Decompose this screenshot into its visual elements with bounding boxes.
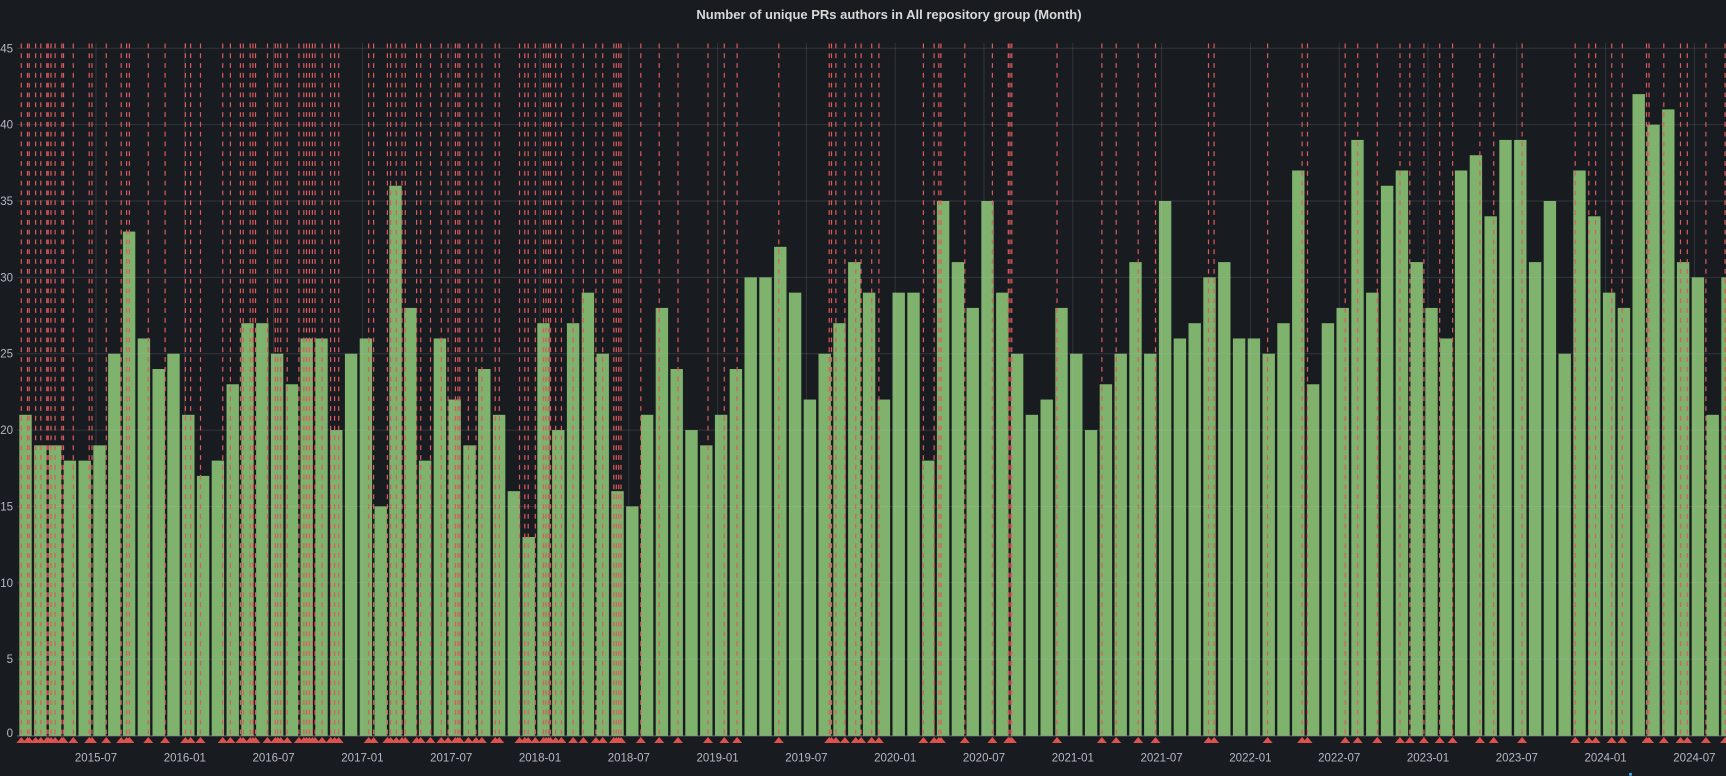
svg-text:10: 10	[0, 578, 13, 590]
svg-text:5: 5	[7, 654, 13, 666]
svg-text:2021-07: 2021-07	[1140, 753, 1182, 765]
svg-text:2018-07: 2018-07	[608, 753, 650, 765]
svg-text:25: 25	[0, 349, 13, 361]
svg-text:2016-01: 2016-01	[164, 753, 206, 765]
svg-text:30: 30	[0, 272, 13, 284]
svg-text:2024-07: 2024-07	[1673, 753, 1715, 765]
svg-text:2020-01: 2020-01	[874, 753, 916, 765]
svg-text:20: 20	[0, 425, 13, 437]
svg-text:2023-01: 2023-01	[1407, 753, 1449, 765]
svg-text:35: 35	[0, 196, 13, 208]
svg-text:2023-07: 2023-07	[1496, 753, 1538, 765]
svg-text:2021-01: 2021-01	[1052, 753, 1094, 765]
svg-text:45: 45	[0, 43, 13, 55]
svg-text:2019-01: 2019-01	[696, 753, 738, 765]
svg-text:2017-07: 2017-07	[430, 753, 472, 765]
svg-text:15: 15	[0, 501, 13, 513]
svg-text:2015-07: 2015-07	[75, 753, 117, 765]
svg-text:Number of unique PRs authors i: Number of unique PRs authors in All repo…	[696, 7, 1081, 22]
svg-text:2022-07: 2022-07	[1318, 753, 1360, 765]
svg-text:2016-07: 2016-07	[252, 753, 294, 765]
svg-text:2020-07: 2020-07	[963, 753, 1005, 765]
svg-text:2017-01: 2017-01	[341, 753, 383, 765]
svg-text:2022-01: 2022-01	[1229, 753, 1271, 765]
svg-text:40: 40	[0, 120, 13, 132]
svg-text:2019-07: 2019-07	[785, 753, 827, 765]
svg-text:0: 0	[7, 728, 13, 740]
svg-text:2018-01: 2018-01	[519, 753, 561, 765]
svg-text:2024-01: 2024-01	[1584, 753, 1626, 765]
